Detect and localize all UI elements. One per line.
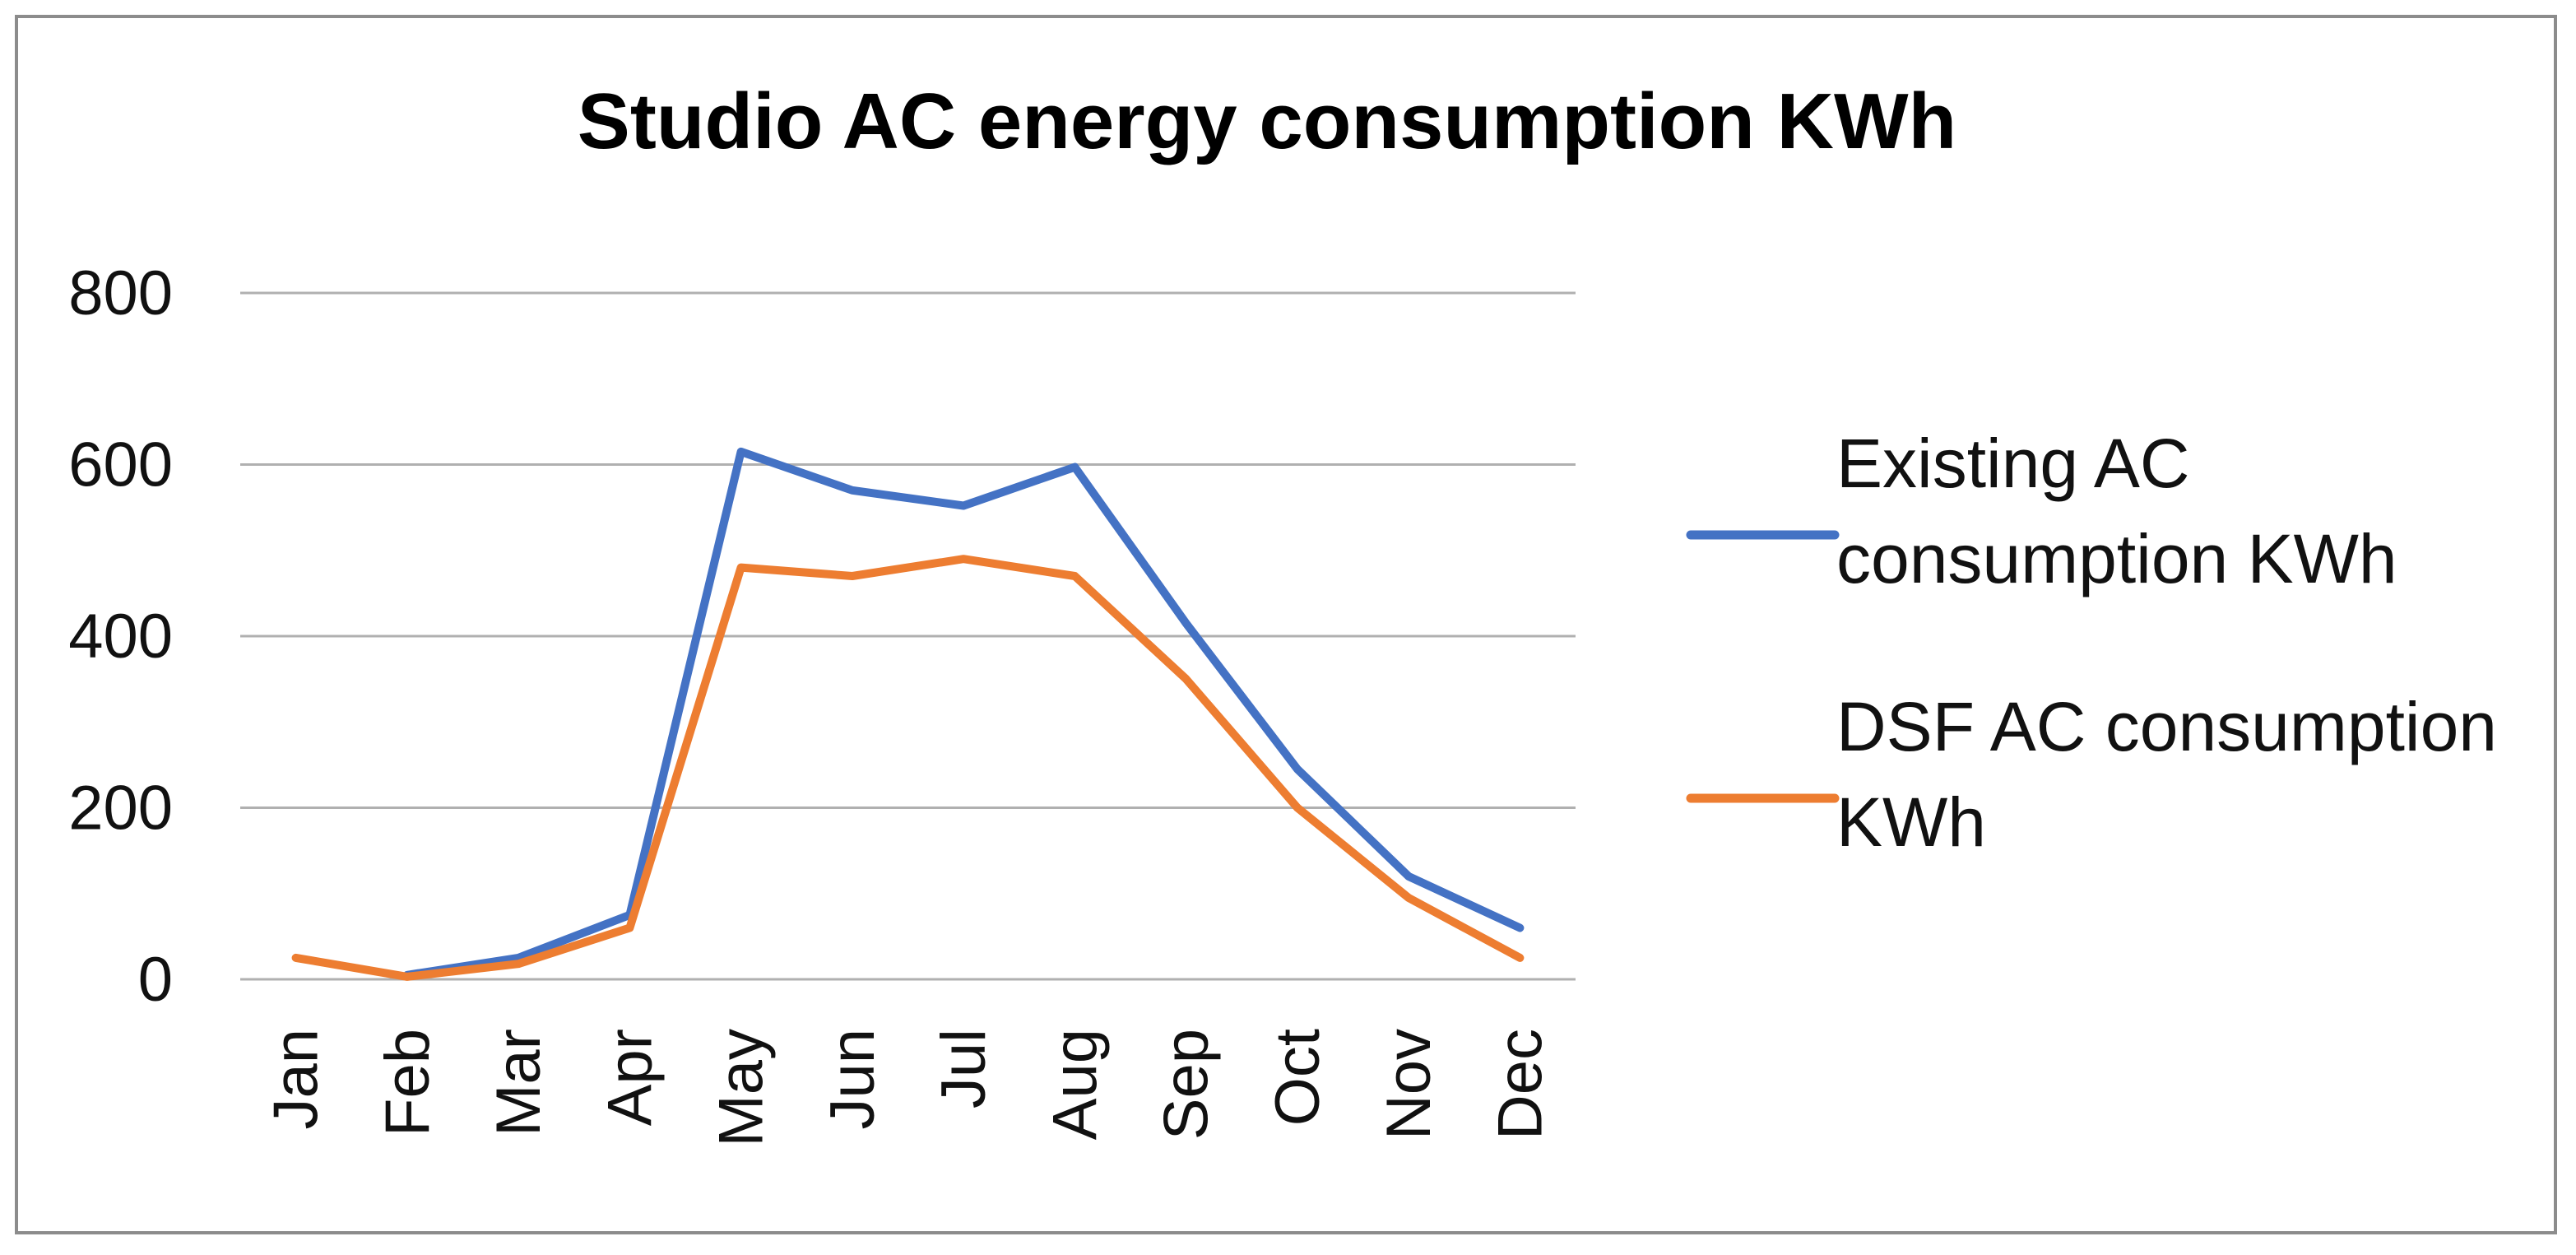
legend-label: Existing AC bbox=[1836, 425, 2190, 502]
data-point-dec bbox=[1517, 955, 1523, 960]
x-tick-label: Feb bbox=[373, 1029, 443, 1136]
data-point-jun bbox=[849, 574, 855, 579]
data-point-sep bbox=[1183, 676, 1189, 682]
y-tick-label: 400 bbox=[68, 602, 173, 672]
data-point-nov bbox=[1406, 873, 1412, 879]
series-lines bbox=[291, 447, 1525, 981]
legend[interactable]: Existing AC consumption KWh DSF AC consump… bbox=[1686, 425, 2497, 861]
data-point-oct bbox=[1294, 805, 1300, 811]
data-point-may bbox=[738, 565, 744, 570]
chart-frame bbox=[15, 15, 2557, 1234]
x-tick-label: Oct bbox=[1263, 1029, 1333, 1126]
legend-label: DSF AC consumption bbox=[1836, 688, 2497, 765]
y-axis-ticks: 0 200 400 600 800 bbox=[68, 258, 173, 1015]
x-tick-label: Jun bbox=[818, 1029, 888, 1130]
x-tick-label: Dec bbox=[1485, 1029, 1555, 1140]
legend-item-existing-ac[interactable]: Existing AC consumption KWh bbox=[1686, 425, 2397, 597]
data-point-feb bbox=[404, 974, 410, 979]
y-tick-label: 600 bbox=[68, 430, 173, 500]
data-point-jul bbox=[961, 503, 967, 509]
y-tick-label: 800 bbox=[68, 258, 173, 328]
data-point-mar bbox=[516, 961, 522, 967]
x-tick-label: Nov bbox=[1374, 1029, 1444, 1140]
x-tick-label: Jul bbox=[929, 1029, 999, 1109]
x-tick-label: Mar bbox=[484, 1029, 554, 1136]
series-line-existing-ac bbox=[402, 447, 1525, 979]
x-tick-label: Apr bbox=[595, 1029, 665, 1126]
legend-label: KWh bbox=[1836, 783, 1986, 861]
data-point-mar bbox=[516, 955, 522, 960]
data-point-apr bbox=[627, 925, 633, 931]
data-point-jun bbox=[849, 487, 855, 493]
y-tick-label: 0 bbox=[138, 945, 173, 1015]
data-point-sep bbox=[1183, 621, 1189, 626]
data-point-jan bbox=[293, 955, 299, 960]
y-tick-label: 200 bbox=[68, 774, 173, 844]
x-tick-label: Sep bbox=[1152, 1029, 1222, 1140]
series-line-dsf-ac bbox=[291, 555, 1525, 981]
x-tick-label: Aug bbox=[1040, 1029, 1110, 1140]
data-point-aug bbox=[1072, 464, 1078, 470]
data-point-oct bbox=[1294, 766, 1300, 772]
x-tick-label: May bbox=[707, 1029, 777, 1147]
legend-label: consumption KWh bbox=[1836, 520, 2397, 597]
x-tick-label: Jan bbox=[262, 1029, 332, 1130]
data-point-may bbox=[738, 449, 744, 454]
grid-lines bbox=[240, 291, 1576, 981]
legend-item-dsf-ac[interactable]: DSF AC consumption KWh bbox=[1686, 688, 2497, 861]
data-point-nov bbox=[1406, 895, 1412, 900]
data-point-aug bbox=[1072, 574, 1078, 579]
data-point-dec bbox=[1517, 925, 1523, 931]
data-point-jul bbox=[961, 556, 967, 562]
x-axis-ticks: Jan Feb Mar Apr May Jun Jul Aug Sep Oct Nov Dec bbox=[262, 1029, 1556, 1147]
chart-title: Studio AC energy consumption KWh bbox=[578, 77, 1956, 165]
